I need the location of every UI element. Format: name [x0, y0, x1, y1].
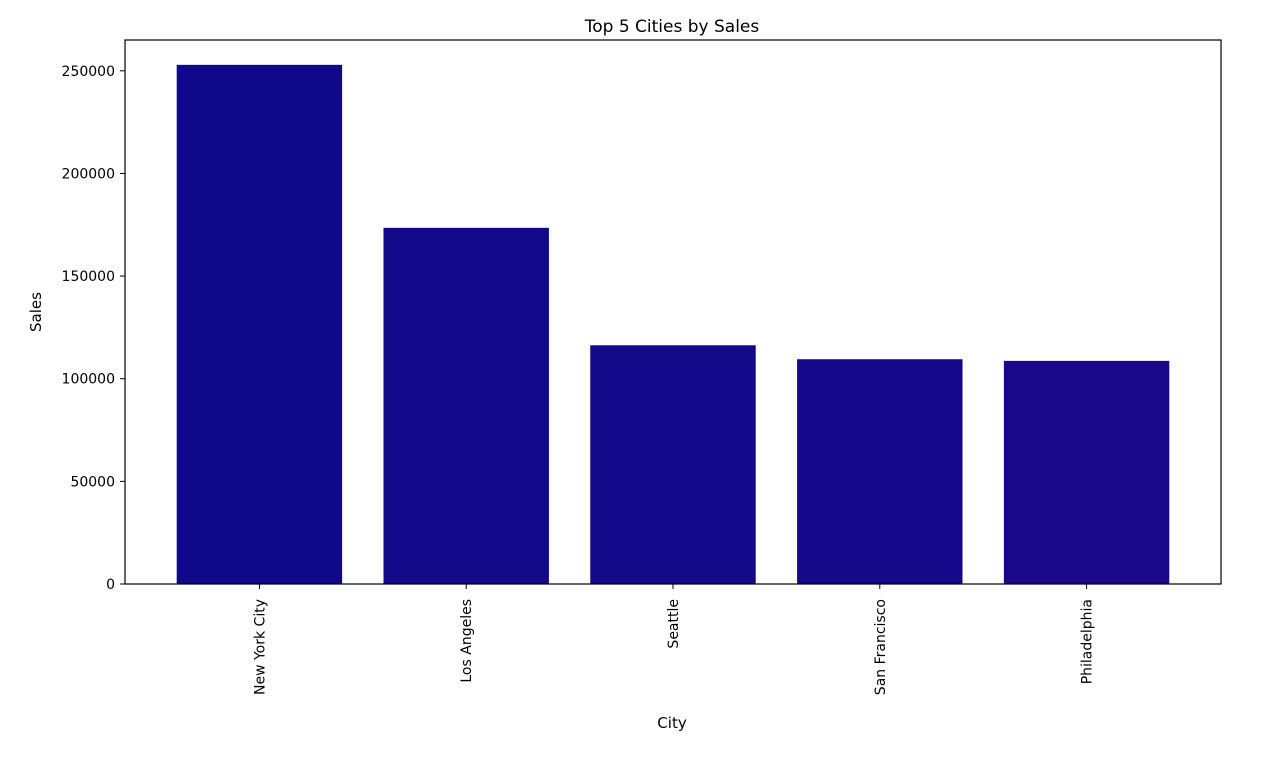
x-tick-label-seattle: Seattle [666, 599, 682, 649]
y-tick-label: 200000 [62, 166, 115, 182]
y-tick-label: 150000 [62, 269, 115, 285]
y-tick-label: 50000 [70, 474, 115, 490]
plot-frame [124, 39, 1222, 585]
x-tick-label-san-francisco: San Francisco [873, 599, 889, 695]
bars-layer [176, 64, 1170, 585]
x-axis-label: City [657, 714, 687, 732]
bar-new-york-city [176, 64, 343, 585]
bar-los-angeles [383, 227, 549, 584]
x-tick-label-new-york-city: New York City [252, 599, 268, 695]
x-tick-label-los-angeles: Los Angeles [459, 599, 475, 683]
chart-title: Top 5 Cities by Sales [584, 17, 760, 37]
y-axis: 0 50000 100000 150000 200000 250000 [62, 64, 125, 593]
x-tick-label-philadelphia: Philadelphia [1080, 599, 1096, 684]
y-tick-label: 0 [106, 577, 115, 593]
bar-san-francisco [797, 359, 963, 584]
y-tick-label: 100000 [62, 372, 115, 388]
y-tick-label: 250000 [62, 64, 115, 80]
y-axis-label: Sales [27, 292, 45, 332]
bar-seattle [590, 345, 756, 584]
x-axis: New York City Los Angeles Seattle San Franc… [252, 584, 1096, 695]
bar-philadelphia [1003, 360, 1170, 584]
